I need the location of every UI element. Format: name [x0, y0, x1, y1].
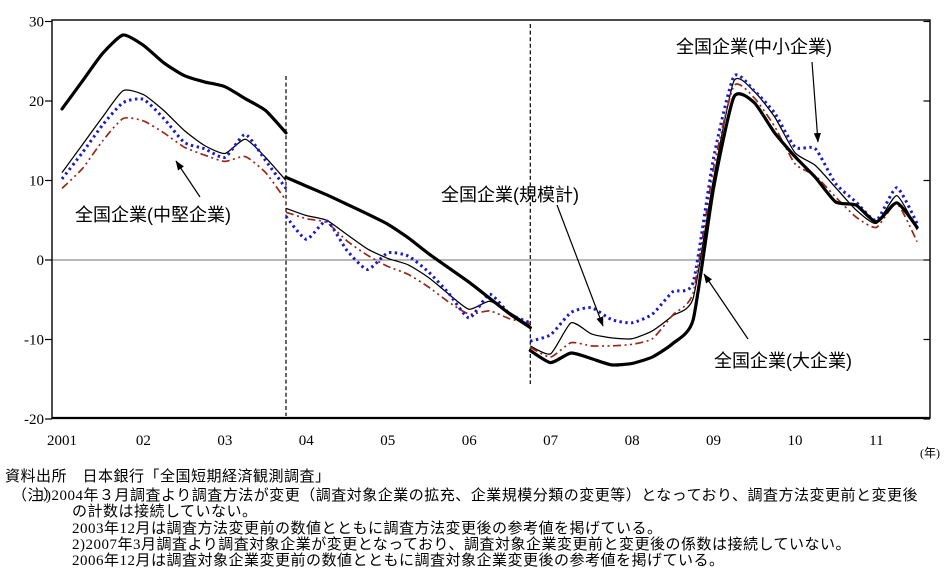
- x-tick-label: 08: [625, 433, 640, 449]
- note-1-line-2: の計数は接続していない。: [72, 504, 258, 520]
- x-tick-label: 10: [788, 433, 803, 449]
- x-tick-label: 07: [543, 433, 559, 449]
- series-large-segment-2: [284, 175, 532, 330]
- y-tick-label: 20: [29, 94, 44, 110]
- x-tick-label: 02: [136, 433, 151, 449]
- x-axis-unit-label: (年): [920, 446, 940, 460]
- series-all-segment-1: [61, 89, 287, 181]
- note-2-line-2: 2006年12月は調査対象企業変更前の数値とともに調査対象企業変更後の参考値を掲…: [72, 553, 725, 569]
- annotation-large-enterprises: 全国企業(大企業): [714, 351, 852, 371]
- y-axis-ticks: 30 20 10 0 -10 -20: [24, 15, 930, 428]
- x-tick-label: 2001: [47, 433, 77, 449]
- series-small-segment-2: [284, 215, 531, 325]
- note-1-line-3: 2003年12月は調査方法変更前の数値とともに調査方法変更後の参考値を掲げている…: [72, 521, 663, 537]
- note-2-line-1: 2)2007年3月調査より調査対象企業が変更となっており、調査対象企業変更前と変…: [72, 537, 852, 553]
- series-medium-segment-3: [529, 83, 918, 358]
- series-medium-segment-1: [61, 116, 287, 201]
- x-tick-label: 11: [869, 433, 883, 449]
- series-medium-segment-2: [285, 211, 531, 325]
- series-large-segment-3: [528, 92, 919, 367]
- series-large-segment-1: [60, 33, 288, 135]
- series-all-segment-3: [530, 77, 918, 355]
- series-small-segment-1: [60, 97, 288, 190]
- arrow-to-all-line: [556, 204, 604, 327]
- note-label: （注）: [12, 488, 59, 504]
- x-tick-label: 06: [462, 433, 478, 449]
- x-tick-label: 09: [706, 433, 721, 449]
- series-layer: [60, 33, 919, 367]
- y-tick-label: 0: [37, 253, 45, 269]
- y-tick-label: -10: [24, 333, 44, 349]
- arrow-to-large-line: [703, 273, 749, 340]
- series-all-segment-2: [285, 207, 531, 327]
- y-tick-label: -20: [24, 412, 44, 428]
- note-1-line-1: 1)2004年３月調査より調査方法が変更（調査対象企業の拡充、企業規模分類の変更…: [38, 488, 918, 504]
- arrow-to-small-line: [811, 61, 821, 143]
- y-tick-label: 10: [29, 174, 44, 190]
- annotation-medium-enterprises: 全国企業(中堅企業): [75, 205, 231, 225]
- x-axis-labels: 2001 02 03 04 05 06 07 08 09 10 11: [47, 433, 884, 449]
- series-small-segment-3: [529, 73, 919, 343]
- x-tick-label: 03: [217, 433, 232, 449]
- x-tick-label: 05: [380, 433, 395, 449]
- x-tick-label: 04: [299, 433, 315, 449]
- annotation-small-enterprises: 全国企業(中小企業): [676, 37, 832, 57]
- arrow-to-medium-line: [175, 160, 201, 198]
- source-line: 資料出所 日本銀行「全国短期経済観測調査」: [5, 469, 331, 485]
- break-lines-layer: [285, 24, 531, 416]
- annotation-all-sizes: 全国企業(規模計): [441, 185, 579, 205]
- y-tick-label: 30: [29, 15, 44, 31]
